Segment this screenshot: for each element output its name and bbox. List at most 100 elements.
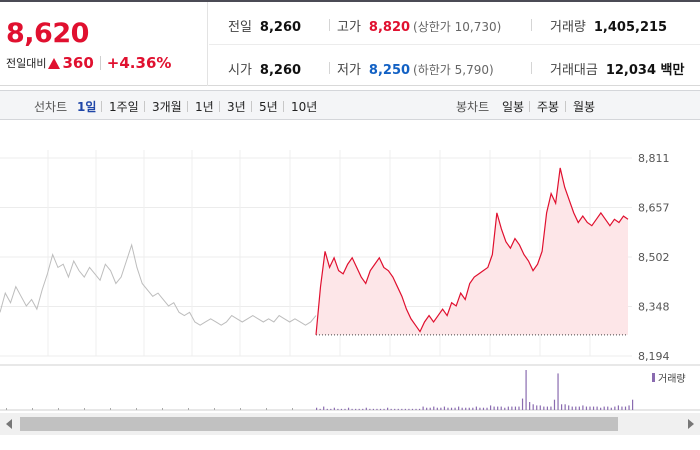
volume-bar — [351, 408, 353, 410]
period-tab-3y[interactable]: 3년 — [227, 100, 246, 114]
scroll-right-arrow-icon[interactable] — [688, 419, 694, 429]
volume-bar — [600, 407, 602, 410]
volume-bar — [614, 406, 616, 410]
change-value: 360 — [62, 54, 94, 72]
volume-bar — [372, 408, 375, 410]
volume-bar — [564, 404, 566, 410]
y-tick-label: 8,811 — [638, 152, 670, 165]
volume-bar — [323, 406, 325, 410]
stat-value: 8,260 — [259, 63, 302, 78]
volume-bar — [621, 406, 623, 410]
series-area-today — [316, 167, 628, 335]
up-triangle-icon — [48, 57, 61, 69]
volume-tick — [188, 408, 189, 410]
volume-bar — [376, 408, 378, 410]
volume-bar — [532, 404, 534, 410]
volume-tick — [110, 408, 111, 410]
volume-bar — [482, 407, 485, 410]
volume-tick — [58, 408, 59, 410]
volume-bar — [362, 408, 364, 410]
volume-bar — [440, 407, 442, 410]
volume-bar — [603, 406, 605, 410]
volume-bar — [617, 405, 619, 410]
volume-bar — [330, 408, 332, 410]
period-tab-1d[interactable]: 1일 — [77, 100, 97, 114]
volume-bar — [394, 408, 396, 410]
volume-bar — [387, 407, 389, 410]
stat-label: 고가 — [337, 20, 361, 35]
volume-bar — [607, 406, 609, 410]
candle-tab-weekly[interactable]: 주봉 — [537, 100, 560, 114]
volume-bar — [397, 408, 399, 410]
stat-prev-close: 전일 8,260 — [228, 16, 301, 35]
current-price: 8,620 — [6, 18, 89, 49]
volume-tick — [266, 408, 267, 410]
stat-volume: 거래량 1,405,215 — [550, 16, 667, 35]
toolbar-divider — [101, 101, 102, 112]
volume-bar — [426, 407, 428, 410]
volume-bar — [458, 406, 460, 410]
candle-tab-monthly[interactable]: 월봉 — [573, 100, 596, 114]
volume-bar — [468, 407, 470, 410]
chart-scrollbar[interactable] — [0, 413, 700, 435]
volume-bar — [447, 407, 449, 410]
stat-separator — [531, 62, 532, 74]
series-line-today — [315, 167, 629, 335]
volume-bar — [429, 407, 431, 410]
stat-label: 전일 — [228, 20, 252, 35]
period-tab-3m[interactable]: 3개월 — [152, 100, 182, 114]
volume-bar — [355, 408, 357, 410]
volume-bar — [443, 406, 446, 410]
scroll-left-arrow-icon[interactable] — [6, 419, 12, 429]
volume-bar — [514, 406, 517, 410]
volume-tick — [6, 408, 7, 410]
change-divider — [99, 56, 101, 70]
stats-divider — [209, 44, 700, 45]
volume-bar — [319, 408, 321, 410]
volume-bar — [568, 405, 570, 410]
price-chart: 8,811 8,657 8,502 8,348 8,194 거래량 — [0, 121, 700, 411]
period-tab-5y[interactable]: 5년 — [259, 100, 278, 114]
volume-bar — [521, 398, 524, 410]
volume-bar — [518, 406, 520, 410]
volume-bar — [546, 406, 548, 410]
stat-label: 거래량 — [550, 20, 586, 35]
volume-tick — [214, 408, 215, 410]
volume-bar — [450, 407, 453, 410]
volume-tick — [162, 408, 163, 410]
lower-limit: (하한가 5,790) — [413, 63, 494, 77]
toolbar-divider — [219, 101, 220, 112]
volume-bar — [560, 404, 563, 410]
toolbar-divider — [251, 101, 252, 112]
volume-bar — [454, 407, 456, 410]
volume-bar — [316, 407, 318, 410]
volume-bar — [433, 406, 435, 410]
volume-bar — [358, 408, 360, 410]
volume-bar — [340, 408, 343, 410]
scroll-thumb[interactable] — [20, 417, 618, 431]
toolbar-divider — [283, 101, 284, 112]
volume-bar — [596, 406, 598, 410]
volume-bar — [543, 406, 545, 410]
series-line-previous — [0, 243, 317, 326]
volume-bar — [401, 408, 403, 410]
quote-header: 8,620 전일대비 360 +4.36% 전일 8,260 고가 8,820 (상한… — [0, 2, 700, 86]
volume-bar — [390, 408, 392, 410]
volume-bar — [511, 406, 513, 410]
volume-bar — [500, 406, 502, 410]
volume-bar — [436, 407, 438, 410]
volume-bar — [422, 406, 424, 410]
candle-tab-daily[interactable]: 일봉 — [502, 100, 525, 114]
period-tab-1w[interactable]: 1주일 — [109, 100, 139, 114]
volume-bar — [585, 406, 588, 410]
volume-bar — [479, 407, 481, 410]
period-tab-1y[interactable]: 1년 — [195, 100, 214, 114]
period-tab-10y[interactable]: 10년 — [291, 100, 318, 114]
stat-value: 12,034 백만 — [605, 63, 685, 78]
volume-bar — [578, 406, 580, 410]
volume-bar — [369, 408, 371, 410]
volume-bar — [536, 405, 538, 410]
volume-tick — [292, 408, 293, 410]
line-chart-label: 선차트 — [34, 100, 68, 114]
upper-limit: (상한가 10,730) — [413, 20, 502, 34]
